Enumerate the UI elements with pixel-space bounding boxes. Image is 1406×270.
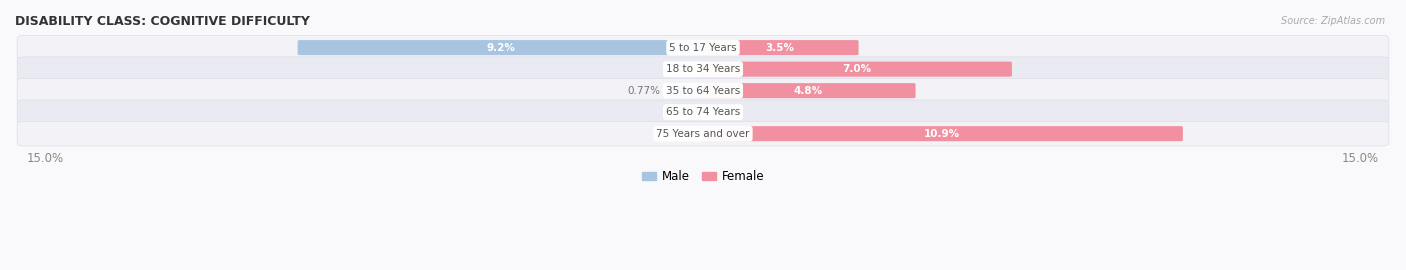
- Text: 35 to 64 Years: 35 to 64 Years: [666, 86, 740, 96]
- Text: 0.77%: 0.77%: [627, 86, 661, 96]
- FancyBboxPatch shape: [700, 126, 1182, 141]
- FancyBboxPatch shape: [17, 35, 1389, 60]
- Text: 0.0%: 0.0%: [711, 107, 738, 117]
- Text: 0.0%: 0.0%: [668, 107, 695, 117]
- Text: 7.0%: 7.0%: [842, 64, 870, 74]
- FancyBboxPatch shape: [666, 83, 706, 98]
- Legend: Male, Female: Male, Female: [637, 165, 769, 188]
- FancyBboxPatch shape: [700, 62, 1012, 77]
- Text: 18 to 34 Years: 18 to 34 Years: [666, 64, 740, 74]
- FancyBboxPatch shape: [17, 122, 1389, 146]
- FancyBboxPatch shape: [17, 100, 1389, 124]
- Text: 75 Years and over: 75 Years and over: [657, 129, 749, 139]
- Text: Source: ZipAtlas.com: Source: ZipAtlas.com: [1281, 16, 1385, 26]
- FancyBboxPatch shape: [700, 83, 915, 98]
- Text: 0.0%: 0.0%: [668, 64, 695, 74]
- Text: 65 to 74 Years: 65 to 74 Years: [666, 107, 740, 117]
- FancyBboxPatch shape: [298, 40, 706, 55]
- Text: 3.5%: 3.5%: [765, 43, 794, 53]
- Text: 0.0%: 0.0%: [668, 129, 695, 139]
- Text: 4.8%: 4.8%: [793, 86, 823, 96]
- Text: 10.9%: 10.9%: [924, 129, 960, 139]
- Text: 5 to 17 Years: 5 to 17 Years: [669, 43, 737, 53]
- FancyBboxPatch shape: [17, 57, 1389, 81]
- Text: DISABILITY CLASS: COGNITIVE DIFFICULTY: DISABILITY CLASS: COGNITIVE DIFFICULTY: [15, 15, 309, 28]
- Text: 9.2%: 9.2%: [486, 43, 516, 53]
- FancyBboxPatch shape: [700, 40, 859, 55]
- FancyBboxPatch shape: [17, 78, 1389, 103]
